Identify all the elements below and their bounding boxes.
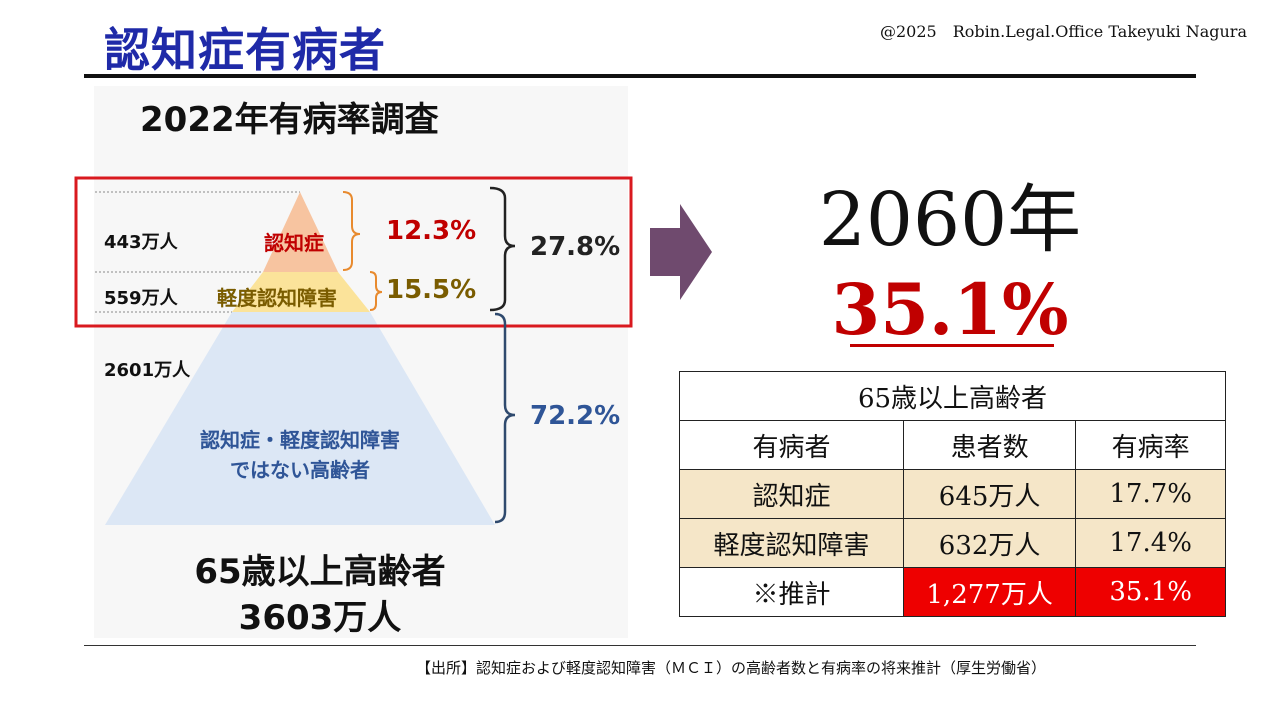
label-dementia: 認知症 bbox=[264, 231, 324, 255]
table-header-cell: 患者数 bbox=[902, 420, 1077, 470]
page-title: 認知症有病者 bbox=[104, 23, 386, 77]
highlight-box bbox=[74, 176, 633, 328]
table-row: 認知症 645万人 17.7% bbox=[679, 469, 1226, 519]
table-header-row: 有病者 患者数 有病率 bbox=[679, 420, 1226, 470]
survey-title: 2022年有病率調査 bbox=[140, 100, 439, 140]
table-cell-highlight: 1,277万人 bbox=[902, 567, 1077, 617]
table-caption-row: 65歳以上高齢者 bbox=[679, 371, 1226, 421]
footer-divider bbox=[84, 645, 1196, 646]
table-cell: 645万人 bbox=[902, 469, 1077, 519]
total-population-count: 3603万人 bbox=[238, 598, 402, 638]
table-cell: 632万人 bbox=[902, 518, 1077, 568]
table-cell: ※推計 bbox=[679, 567, 904, 617]
brace-dementia bbox=[342, 191, 361, 271]
count-other: 2601万人 bbox=[104, 360, 191, 381]
copyright-text: @2025 Robin.Legal.Office Takeyuki Nagura bbox=[880, 22, 1247, 41]
label-mci: 軽度認知障害 bbox=[217, 286, 337, 310]
percent-combined: 27.8% bbox=[530, 232, 621, 262]
table-row: ※推計 1,277万人 35.1% bbox=[679, 567, 1226, 617]
pyramid-tier-dementia bbox=[263, 192, 338, 272]
table-header-cell: 有病率 bbox=[1075, 420, 1226, 470]
total-population-label: 65歳以上高齢者 bbox=[194, 552, 446, 592]
projection-rate-underline bbox=[850, 344, 1054, 347]
table-cell-highlight: 35.1% bbox=[1075, 567, 1226, 617]
estimate-table: 65歳以上高齢者 有病者 患者数 有病率 認知症 645万人 17.7% 軽度認… bbox=[679, 371, 1226, 617]
pyramid-tier-mci bbox=[232, 272, 370, 312]
percent-other: 72.2% bbox=[530, 401, 621, 431]
arrow-icon bbox=[650, 204, 712, 300]
label-other-line2: ではない高齢者 bbox=[230, 458, 370, 482]
brace-other bbox=[494, 312, 516, 524]
percent-dementia: 12.3% bbox=[386, 216, 477, 246]
header-divider bbox=[84, 74, 1196, 78]
count-dementia: 443万人 bbox=[104, 232, 178, 253]
brace-combined bbox=[489, 186, 516, 312]
percent-mci: 15.5% bbox=[386, 275, 477, 305]
projection-rate: 35.1% bbox=[831, 268, 1069, 351]
projection-year: 2060年 bbox=[818, 177, 1082, 263]
table-cell: 17.4% bbox=[1075, 518, 1226, 568]
table-cell: 認知症 bbox=[679, 469, 904, 519]
brace-mci bbox=[369, 271, 383, 311]
table-row: 軽度認知障害 632万人 17.4% bbox=[679, 518, 1226, 568]
source-citation: 【出所】認知症および軽度認知障害（ＭＣＩ）の高齢者数と有病率の将来推計（厚生労働… bbox=[416, 659, 1047, 677]
table-cell: 軽度認知障害 bbox=[679, 518, 904, 568]
table-header-cell: 有病者 bbox=[679, 420, 904, 470]
table-cell: 17.7% bbox=[1075, 469, 1226, 519]
table-caption: 65歳以上高齢者 bbox=[679, 371, 1226, 421]
count-mci: 559万人 bbox=[104, 288, 178, 309]
label-other-line1: 認知症・軽度認知障害 bbox=[200, 428, 400, 452]
pyramid-tier-other bbox=[105, 312, 495, 525]
